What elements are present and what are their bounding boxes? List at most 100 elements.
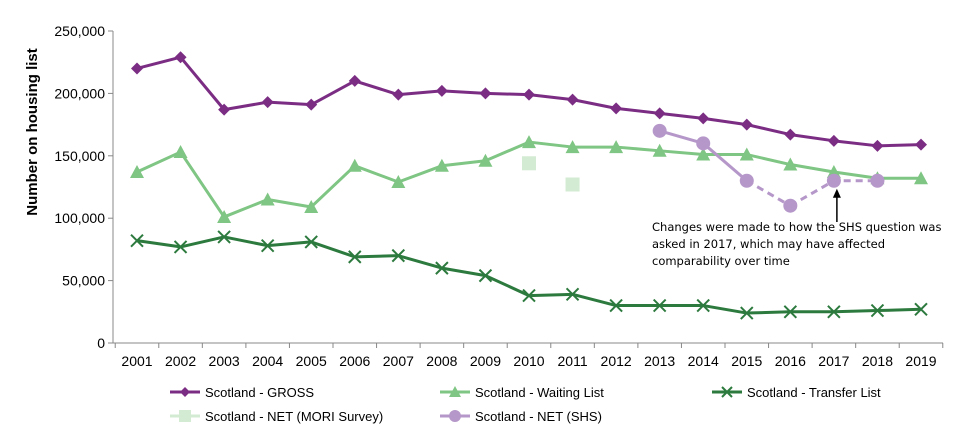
annotation-arrowhead <box>832 188 841 198</box>
data-point <box>305 98 318 111</box>
data-point <box>434 158 449 172</box>
data-point <box>783 305 798 319</box>
x-tick-label: 2013 <box>644 353 675 369</box>
x-tick-label: 2005 <box>296 353 327 369</box>
annotation-text: Changes were made to how the SHS questio… <box>652 220 941 234</box>
annotation: Changes were made to how the SHS questio… <box>652 188 941 268</box>
legend-item: Scotland - GROSS <box>170 385 314 400</box>
x-tick-label: 2008 <box>426 353 457 369</box>
y-tick-label: 200,000 <box>54 85 105 101</box>
data-point <box>610 102 623 115</box>
data-point <box>304 235 318 249</box>
x-tick-label: 2014 <box>688 353 719 369</box>
data-point <box>218 103 231 116</box>
legend-label: Scotland - GROSS <box>205 385 314 400</box>
data-point <box>871 139 884 152</box>
x-tick-label: 2017 <box>818 353 849 369</box>
data-point <box>478 268 493 283</box>
legend-label: Scotland - Waiting List <box>475 385 604 400</box>
data-point <box>565 140 580 154</box>
axes <box>112 31 943 344</box>
data-point <box>914 302 928 317</box>
data-point <box>522 156 536 171</box>
data-point <box>565 177 580 192</box>
data-point <box>523 88 535 101</box>
data-point <box>697 112 710 125</box>
annotation-text: asked in 2017, which may have affected <box>652 237 885 251</box>
legend-marker <box>180 387 190 397</box>
series-1 <box>130 135 928 223</box>
y-axis-ticks: 0 50,000 100,000 150,000 200,000 250,000 <box>54 23 113 351</box>
legend-item: Scotland - NET (SHS) <box>440 409 602 424</box>
data-point <box>783 157 798 171</box>
legend-item: Scotland - NET (MORI Survey) <box>170 409 383 424</box>
data-point <box>652 298 667 313</box>
data-point <box>435 84 448 97</box>
data-point <box>566 93 579 106</box>
x-tick-label: 2002 <box>165 353 196 369</box>
data-point <box>609 140 624 154</box>
data-point <box>914 171 928 185</box>
data-point <box>609 298 623 313</box>
data-point <box>696 136 711 151</box>
data-point <box>522 135 536 149</box>
legend-marker <box>721 386 733 398</box>
data-point <box>479 87 492 100</box>
data-point <box>173 240 188 254</box>
x-tick-label: 2003 <box>209 353 240 369</box>
data-point <box>826 173 841 188</box>
data-point <box>173 145 188 159</box>
legend-label: Scotland - Transfer List <box>747 385 881 400</box>
x-tick-label: 2018 <box>862 353 893 369</box>
data-point <box>696 298 710 313</box>
data-point <box>435 261 449 275</box>
data-point <box>130 165 144 179</box>
legend-marker <box>449 410 461 422</box>
data-point <box>391 175 406 189</box>
legend-item: Scotland - Waiting List <box>440 385 604 400</box>
x-tick-label: 2007 <box>383 353 414 369</box>
series-0 <box>131 51 927 152</box>
data-point <box>347 158 362 172</box>
data-point <box>478 153 493 167</box>
x-tick-label: 2009 <box>470 353 501 369</box>
data-point <box>131 62 143 75</box>
legend-marker <box>179 410 191 422</box>
data-point <box>260 192 275 206</box>
data-point <box>392 88 405 101</box>
data-point <box>783 198 798 213</box>
data-point <box>827 305 841 319</box>
series-3 <box>522 156 580 192</box>
data-point <box>565 287 580 302</box>
data-point <box>348 250 362 264</box>
y-tick-label: 100,000 <box>54 210 105 226</box>
data-point <box>739 173 754 188</box>
legend-marker <box>449 386 461 397</box>
data-point <box>827 134 840 147</box>
data-point <box>740 118 753 131</box>
x-tick-label: 2011 <box>558 353 588 369</box>
y-tick-label: 50,000 <box>62 273 105 289</box>
data-point <box>261 96 274 109</box>
y-axis-label: Number on housing list <box>24 48 41 216</box>
data-point <box>870 303 885 318</box>
x-tick-label: 2015 <box>731 353 762 369</box>
data-point <box>652 123 667 138</box>
legend-label: Scotland - NET (SHS) <box>475 409 602 424</box>
data-point <box>522 288 536 303</box>
x-axis-ticks: 2001 2002 2003 2004 2005 2006 2007 2008 2009 2010… <box>114 343 944 369</box>
x-tick-label: 2012 <box>601 353 632 369</box>
data-point <box>696 147 711 161</box>
data-point <box>304 199 319 213</box>
data-point <box>652 143 667 157</box>
data-point <box>217 230 231 244</box>
data-point <box>174 51 187 64</box>
y-tick-label: 0 <box>97 335 105 351</box>
data-point <box>217 209 232 223</box>
data-point <box>739 147 754 161</box>
y-tick-label: 150,000 <box>54 148 105 164</box>
data-point <box>260 238 275 253</box>
data-point <box>740 306 754 320</box>
legend-item: Scotland - Transfer List <box>712 385 881 400</box>
